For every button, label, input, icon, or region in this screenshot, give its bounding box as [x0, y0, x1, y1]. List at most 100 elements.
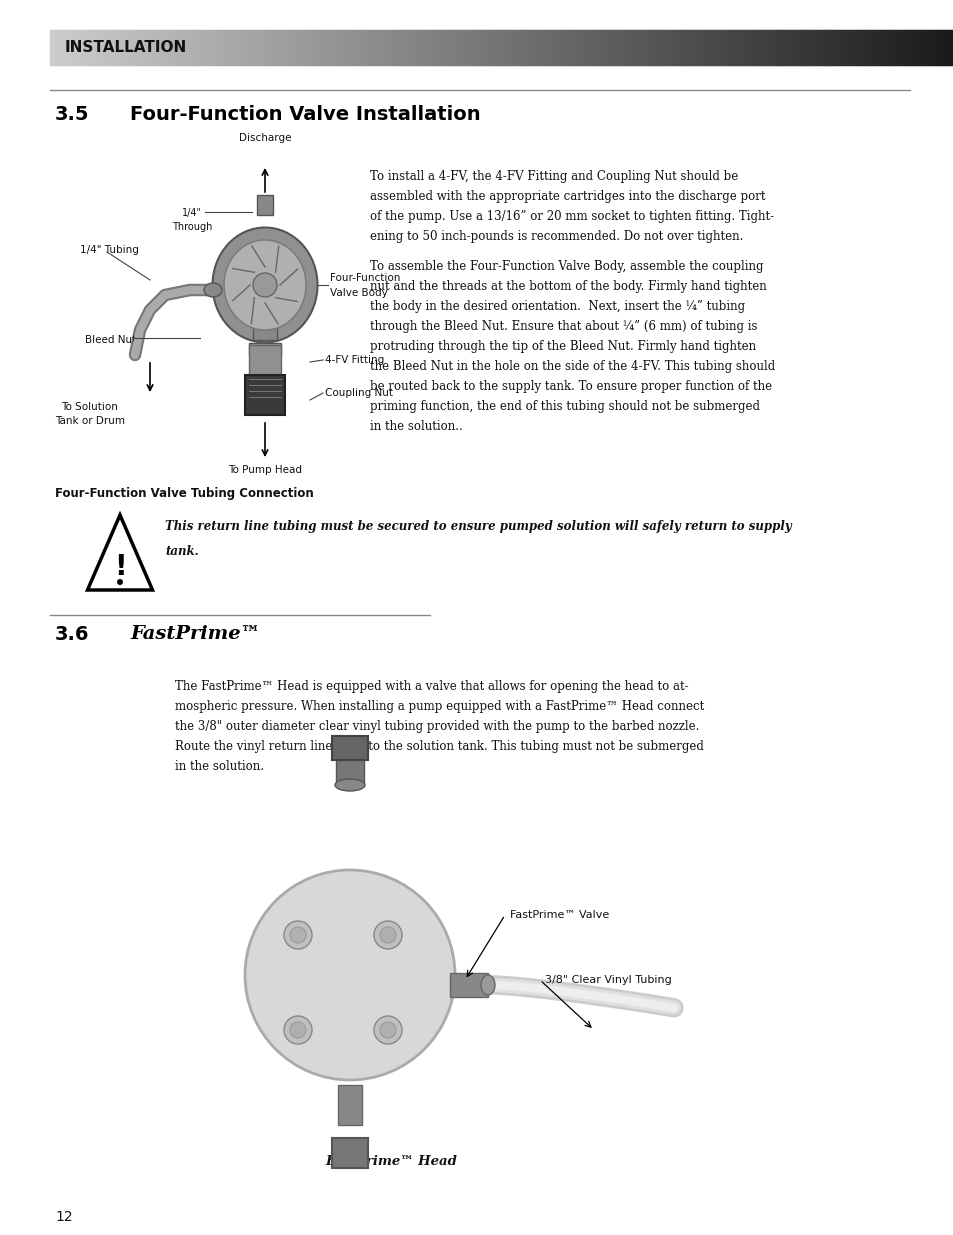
Bar	[86, 30, 91, 65]
Bar	[691, 30, 695, 65]
Bar	[92, 30, 96, 65]
Bar	[682, 30, 686, 65]
Bar	[522, 30, 527, 65]
Bar	[134, 30, 138, 65]
Bar	[137, 30, 141, 65]
Bar	[239, 30, 244, 65]
Text: Four-Function Valve Tubing Connection: Four-Function Valve Tubing Connection	[55, 487, 314, 500]
Bar	[450, 973, 488, 997]
Bar	[245, 375, 285, 415]
Bar	[896, 30, 900, 65]
Bar	[314, 30, 319, 65]
Text: FastPrime™: FastPrime™	[130, 625, 260, 643]
Bar	[252, 30, 255, 65]
Bar	[197, 30, 201, 65]
Bar	[330, 30, 334, 65]
Bar	[291, 30, 294, 65]
Bar	[724, 30, 728, 65]
Bar	[625, 30, 629, 65]
Bar	[493, 30, 497, 65]
Bar	[698, 30, 701, 65]
Bar	[256, 195, 273, 215]
Bar	[339, 30, 343, 65]
Circle shape	[290, 927, 306, 944]
Bar	[411, 30, 416, 65]
Bar	[664, 30, 668, 65]
Text: INSTALLATION: INSTALLATION	[65, 40, 187, 54]
Bar	[273, 30, 276, 65]
Text: be routed back to the supply tank. To ensure proper function of the: be routed back to the supply tank. To en…	[370, 380, 771, 393]
Bar	[893, 30, 897, 65]
Bar	[589, 30, 593, 65]
Bar	[646, 30, 650, 65]
Bar	[342, 30, 346, 65]
Bar	[640, 30, 644, 65]
Bar	[441, 30, 445, 65]
Bar	[839, 30, 842, 65]
Bar	[667, 30, 671, 65]
Bar	[670, 30, 674, 65]
Bar	[390, 30, 395, 65]
Bar	[941, 30, 945, 65]
Bar	[132, 30, 135, 65]
Bar	[113, 30, 117, 65]
Bar	[80, 30, 84, 65]
Bar	[357, 30, 361, 65]
Bar	[709, 30, 713, 65]
Bar	[171, 30, 174, 65]
Bar	[179, 30, 183, 65]
Text: Coupling Nut: Coupling Nut	[325, 388, 393, 398]
Bar	[547, 30, 551, 65]
Bar	[938, 30, 942, 65]
Bar	[598, 30, 601, 65]
Bar	[119, 30, 123, 65]
Bar	[676, 30, 680, 65]
Bar	[140, 30, 144, 65]
Bar	[384, 30, 388, 65]
Bar	[150, 30, 153, 65]
Circle shape	[284, 921, 312, 948]
Bar	[294, 30, 297, 65]
Bar	[815, 30, 819, 65]
Bar	[540, 30, 544, 65]
Text: 12: 12	[55, 1210, 72, 1224]
Circle shape	[379, 1023, 395, 1037]
Bar	[490, 30, 494, 65]
Bar	[152, 30, 156, 65]
Bar	[553, 30, 557, 65]
Bar	[324, 30, 328, 65]
Bar	[50, 30, 54, 65]
Bar	[869, 30, 873, 65]
Bar	[760, 30, 764, 65]
Bar	[333, 30, 337, 65]
Bar	[769, 30, 774, 65]
Bar	[610, 30, 614, 65]
Bar	[243, 30, 247, 65]
Bar	[480, 30, 484, 65]
Bar	[577, 30, 580, 65]
Bar	[730, 30, 734, 65]
Bar	[661, 30, 665, 65]
Bar	[643, 30, 647, 65]
Text: in the solution..: in the solution..	[370, 420, 462, 433]
Bar	[363, 30, 367, 65]
Bar	[186, 30, 190, 65]
Bar	[327, 30, 331, 65]
Bar	[607, 30, 611, 65]
Bar	[763, 30, 767, 65]
Bar	[600, 30, 605, 65]
Bar	[318, 30, 322, 65]
Bar	[550, 30, 554, 65]
Bar	[337, 1086, 361, 1125]
Bar	[56, 30, 60, 65]
Bar	[847, 30, 852, 65]
Text: FastPrime™ Head: FastPrime™ Head	[325, 1155, 456, 1168]
Text: To assemble the Four-Function Valve Body, assemble the coupling: To assemble the Four-Function Valve Body…	[370, 261, 762, 273]
Bar	[231, 30, 234, 65]
Bar	[532, 30, 536, 65]
Bar	[164, 30, 169, 65]
Bar	[348, 30, 352, 65]
Bar	[872, 30, 876, 65]
Bar	[628, 30, 632, 65]
Bar	[833, 30, 837, 65]
